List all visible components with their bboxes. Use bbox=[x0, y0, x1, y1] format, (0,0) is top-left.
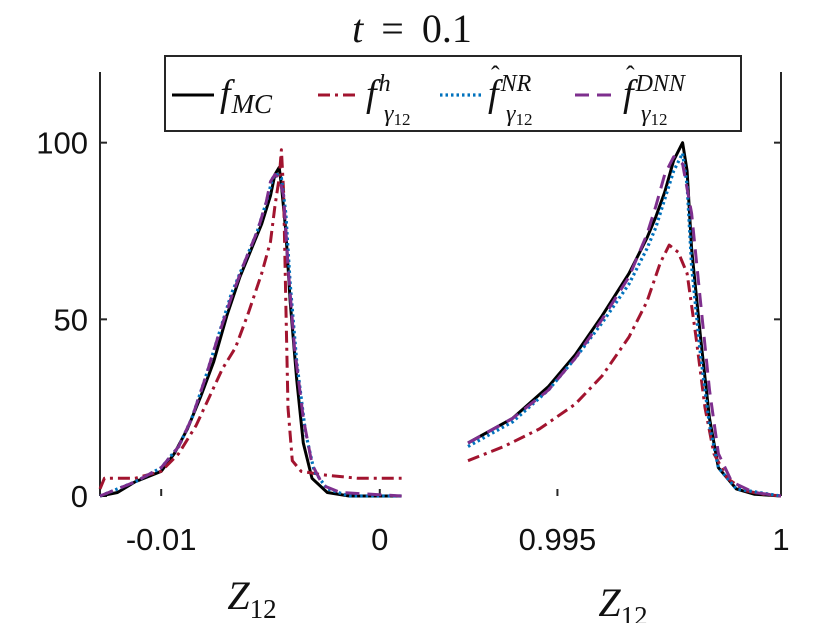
xtick-label: -0.01 bbox=[126, 522, 197, 557]
legend-label-mc: fMC bbox=[220, 73, 273, 119]
left-x-axis-label: Z12 bbox=[227, 573, 276, 623]
left-panel: 0 50 100 -0.01 0 Z12 bbox=[36, 72, 402, 623]
series-line-mc-left bbox=[99, 165, 402, 498]
series-line-nr-left bbox=[99, 172, 402, 498]
series-line-h-left bbox=[98, 148, 402, 490]
xtick-label: 0.995 bbox=[519, 522, 597, 557]
series-line-dnn-right bbox=[467, 155, 782, 498]
ytick-label: 50 bbox=[54, 302, 88, 337]
ytick-label: 100 bbox=[36, 126, 88, 161]
legend-hat-dnn: ˆ bbox=[626, 61, 635, 90]
xtick-label: 1 bbox=[772, 522, 789, 557]
chart-title: t = 0.1 bbox=[352, 6, 472, 51]
right-panel: 0.995 1 Z12 bbox=[467, 72, 790, 623]
legend-entry-mc: fMC bbox=[172, 73, 273, 119]
series-line-nr-right bbox=[467, 151, 782, 498]
legend-hat-nr: ˆ bbox=[491, 61, 500, 90]
xtick-label: 0 bbox=[371, 522, 388, 557]
series-line-h-right bbox=[467, 243, 782, 498]
ytick-label: 0 bbox=[71, 479, 88, 514]
series-line-dnn-left bbox=[99, 173, 402, 498]
series-line-mc-right bbox=[467, 141, 782, 498]
right-x-axis-label: Z12 bbox=[598, 580, 647, 623]
